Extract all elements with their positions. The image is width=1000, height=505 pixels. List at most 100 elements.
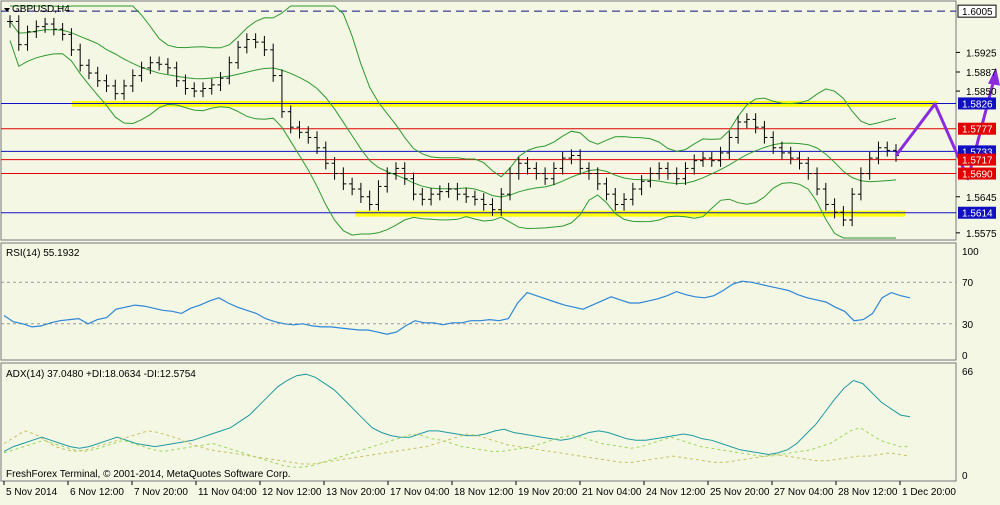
price-bar bbox=[814, 167, 821, 196]
price-bar bbox=[691, 154, 698, 175]
price-bar bbox=[392, 162, 399, 180]
price-bar bbox=[436, 185, 443, 201]
adx-series-line bbox=[3, 427, 910, 468]
price-bar bbox=[85, 59, 92, 80]
price-bar bbox=[199, 82, 206, 98]
price-bar bbox=[664, 162, 671, 180]
price-bar bbox=[866, 151, 873, 180]
price-bar bbox=[735, 115, 742, 144]
price-bar bbox=[173, 61, 180, 87]
rsi-axis-label: 30 bbox=[962, 320, 974, 331]
price-bar bbox=[875, 141, 882, 165]
rsi-panel[interactable] bbox=[0, 242, 957, 361]
price-bar bbox=[296, 120, 303, 139]
dropdown-arrow-icon[interactable] bbox=[4, 8, 10, 12]
price-bar bbox=[401, 162, 408, 185]
price-bar bbox=[489, 198, 496, 216]
time-axis-label: 1 Dec 20:00 bbox=[902, 487, 956, 498]
price-bar bbox=[305, 126, 312, 144]
adx-panel[interactable] bbox=[0, 362, 957, 482]
price-bar bbox=[340, 167, 347, 191]
price-axis-label: 1.5850 bbox=[966, 87, 997, 98]
price-bar bbox=[682, 162, 689, 185]
price-bar bbox=[445, 182, 452, 198]
time-axis-label: 27 Nov 04:00 bbox=[774, 487, 834, 498]
price-bar bbox=[621, 193, 628, 211]
price-axis-label: 1.5614 bbox=[962, 209, 993, 220]
price-bar bbox=[568, 149, 575, 165]
price-bar bbox=[770, 131, 777, 154]
price-level-tag bbox=[958, 206, 996, 219]
price-bar bbox=[647, 167, 654, 188]
time-axis-label: 24 Nov 12:00 bbox=[646, 487, 706, 498]
price-level-tag bbox=[958, 97, 996, 110]
price-bar bbox=[857, 167, 864, 201]
price-bar bbox=[533, 162, 540, 180]
price-bar bbox=[428, 187, 435, 206]
price-axis-label: 1.5690 bbox=[962, 170, 993, 181]
price-bar bbox=[603, 177, 610, 201]
price-axis-label: 1.5777 bbox=[962, 125, 993, 136]
price-bar bbox=[787, 146, 794, 165]
price-bar bbox=[384, 167, 391, 193]
rsi-axis-label: 100 bbox=[962, 247, 979, 258]
price-bar bbox=[796, 151, 803, 170]
price-bar bbox=[585, 162, 592, 180]
price-level-tag bbox=[958, 167, 996, 180]
price-bar bbox=[577, 149, 584, 175]
price-bar bbox=[673, 167, 680, 185]
price-bar bbox=[77, 43, 84, 72]
price-axis-label: 1.5575 bbox=[966, 229, 997, 240]
price-bar bbox=[752, 113, 759, 134]
price-bar bbox=[68, 28, 75, 57]
price-bar bbox=[743, 113, 750, 129]
time-axis-label: 19 Nov 20:00 bbox=[518, 487, 578, 498]
price-bar bbox=[612, 187, 619, 211]
price-bar bbox=[24, 25, 31, 51]
time-axis-label: 12 Nov 12:00 bbox=[262, 487, 322, 498]
price-bar bbox=[629, 182, 636, 206]
bollinger-lower bbox=[9, 40, 896, 239]
price-bar bbox=[322, 141, 329, 170]
price-bar bbox=[463, 187, 470, 203]
price-bar bbox=[524, 157, 531, 175]
price-bar bbox=[366, 190, 373, 211]
price-bar bbox=[121, 79, 128, 100]
price-bar bbox=[50, 17, 57, 36]
adx-axis-label: 66 bbox=[962, 367, 974, 378]
price-bar bbox=[112, 79, 119, 100]
price-axis-label: 1.5717 bbox=[962, 156, 993, 167]
forecast-arrow-icon bbox=[988, 67, 1000, 86]
price-bar bbox=[7, 15, 13, 28]
price-bar bbox=[550, 162, 557, 185]
price-bar bbox=[94, 66, 101, 87]
time-axis-label: 5 Nov 2014 bbox=[6, 487, 58, 498]
price-axis-label: 1.5826 bbox=[962, 99, 993, 110]
price-bar bbox=[542, 167, 549, 185]
price-bar bbox=[357, 182, 364, 203]
price-bar bbox=[103, 74, 110, 93]
price-bar bbox=[208, 78, 215, 95]
adx-series-line bbox=[3, 373, 911, 456]
price-bar bbox=[270, 43, 277, 82]
price-bar bbox=[182, 74, 189, 95]
time-axis-label: 25 Nov 20:00 bbox=[710, 487, 770, 498]
price-bar bbox=[471, 190, 478, 206]
price-bar bbox=[822, 182, 829, 211]
price-level-tag bbox=[957, 4, 997, 18]
price-axis-label: 1.5645 bbox=[966, 193, 997, 204]
price-panel[interactable] bbox=[0, 0, 957, 241]
price-bar bbox=[235, 41, 242, 69]
price-bar bbox=[559, 151, 566, 175]
price-axis-label: 1.5887 bbox=[966, 68, 997, 79]
price-bar bbox=[498, 187, 505, 216]
price-level-tag bbox=[958, 122, 996, 135]
rsi-axis-label: 70 bbox=[962, 278, 974, 289]
price-bar bbox=[410, 172, 417, 201]
adx-title: ADX(14) 37.0480 +DI:18.0634 -DI:12.5754 bbox=[6, 369, 196, 380]
price-bar bbox=[717, 146, 724, 167]
adx-layer bbox=[3, 373, 911, 468]
support-zone bbox=[355, 210, 905, 217]
